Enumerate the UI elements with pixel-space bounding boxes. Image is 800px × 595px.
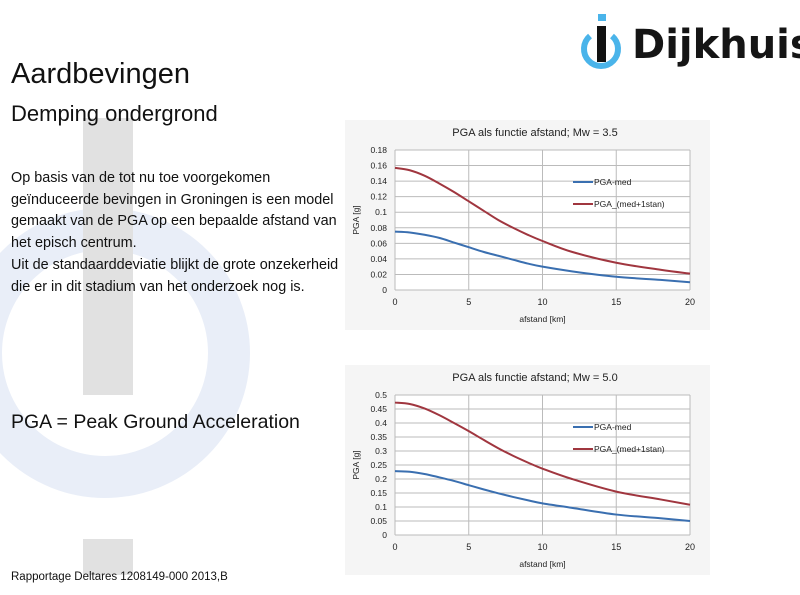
y-tick-label: 0.06 (370, 238, 387, 248)
series-line-med-plus-1stan (394, 401, 691, 506)
y-tick-label: 0.3 (375, 446, 387, 456)
y-tick-label: 0.14 (370, 176, 387, 186)
x-tick-label: 0 (392, 297, 397, 307)
y-tick-label: 0 (382, 530, 387, 540)
y-tick-label: 0.16 (370, 161, 387, 171)
x-axis-label: afstand [km] (519, 559, 565, 569)
watermark-bar (83, 118, 133, 395)
y-tick-label: 0.12 (370, 192, 387, 202)
paragraph-uncertainty: Uit de standaarddeviatie blijkt de grote… (11, 257, 339, 295)
y-tick-label: 0 (382, 285, 387, 295)
series-line-med (394, 470, 691, 522)
y-tick-label: 0.05 (370, 516, 387, 526)
y-tick-label: 0.15 (370, 488, 387, 498)
x-tick-label: 15 (611, 542, 621, 552)
x-tick-label: 20 (685, 297, 695, 307)
y-tick-label: 0.02 (370, 269, 387, 279)
y-tick-label: 0.04 (370, 254, 387, 264)
y-tick-label: 0.18 (370, 145, 387, 155)
x-axis-label: afstand [km] (519, 314, 565, 324)
chart-mw35: PGA als functie afstand; Mw = 3.5 0 0.02 0.… (345, 120, 710, 330)
y-tick-label: 0.4 (375, 418, 387, 428)
legend-label: PGA-med (594, 177, 632, 187)
x-tick-label: 5 (466, 297, 471, 307)
chart-mw50: PGA als functie afstand; Mw = 5.0 0 0.05 0.… (345, 365, 710, 575)
chart-title: PGA als functie afstand; Mw = 5.0 (452, 372, 617, 384)
x-tick-label: 10 (537, 297, 547, 307)
y-axis-label: PGA [g] (351, 205, 361, 234)
y-tick-label: 0.5 (375, 390, 387, 400)
x-tick-label: 10 (537, 542, 547, 552)
series-line-med-plus-1stan (394, 166, 691, 275)
pga-definition: PGA = Peak Ground Acceleration (11, 411, 300, 433)
paragraph-model: Op basis van de tot nu toe voorgekomen g… (11, 170, 337, 251)
y-tick-label: 0.2 (375, 474, 387, 484)
x-tick-label: 20 (685, 542, 695, 552)
y-tick-label: 0.35 (370, 432, 387, 442)
series-line-med (394, 230, 691, 284)
page-title: Aardbevingen (11, 58, 190, 90)
logo-text: Dijkhuis (632, 22, 800, 68)
y-tick-label: 0.1 (375, 207, 387, 217)
y-tick-label: 0.1 (375, 502, 387, 512)
legend-label: PGA-med (594, 422, 632, 432)
page-subtitle: Demping ondergrond (11, 101, 218, 126)
source-citation: Rapportage Deltares 1208149-000 2013,B (11, 571, 228, 583)
x-tick-label: 0 (392, 542, 397, 552)
y-tick-label: 0.25 (370, 460, 387, 470)
watermark-dot (83, 539, 133, 575)
legend-label: PGA_(med+1stan) (594, 444, 665, 454)
chart-title: PGA als functie afstand; Mw = 3.5 (452, 127, 617, 139)
y-axis-label: PGA [g] (351, 450, 361, 479)
y-tick-label: 0.45 (370, 404, 387, 414)
power-i-icon (581, 14, 621, 69)
logo: Dijkhuis (578, 14, 800, 76)
y-tick-label: 0.08 (370, 223, 387, 233)
x-tick-label: 5 (466, 542, 471, 552)
legend-label: PGA_(med+1stan) (594, 199, 665, 209)
x-tick-label: 15 (611, 297, 621, 307)
